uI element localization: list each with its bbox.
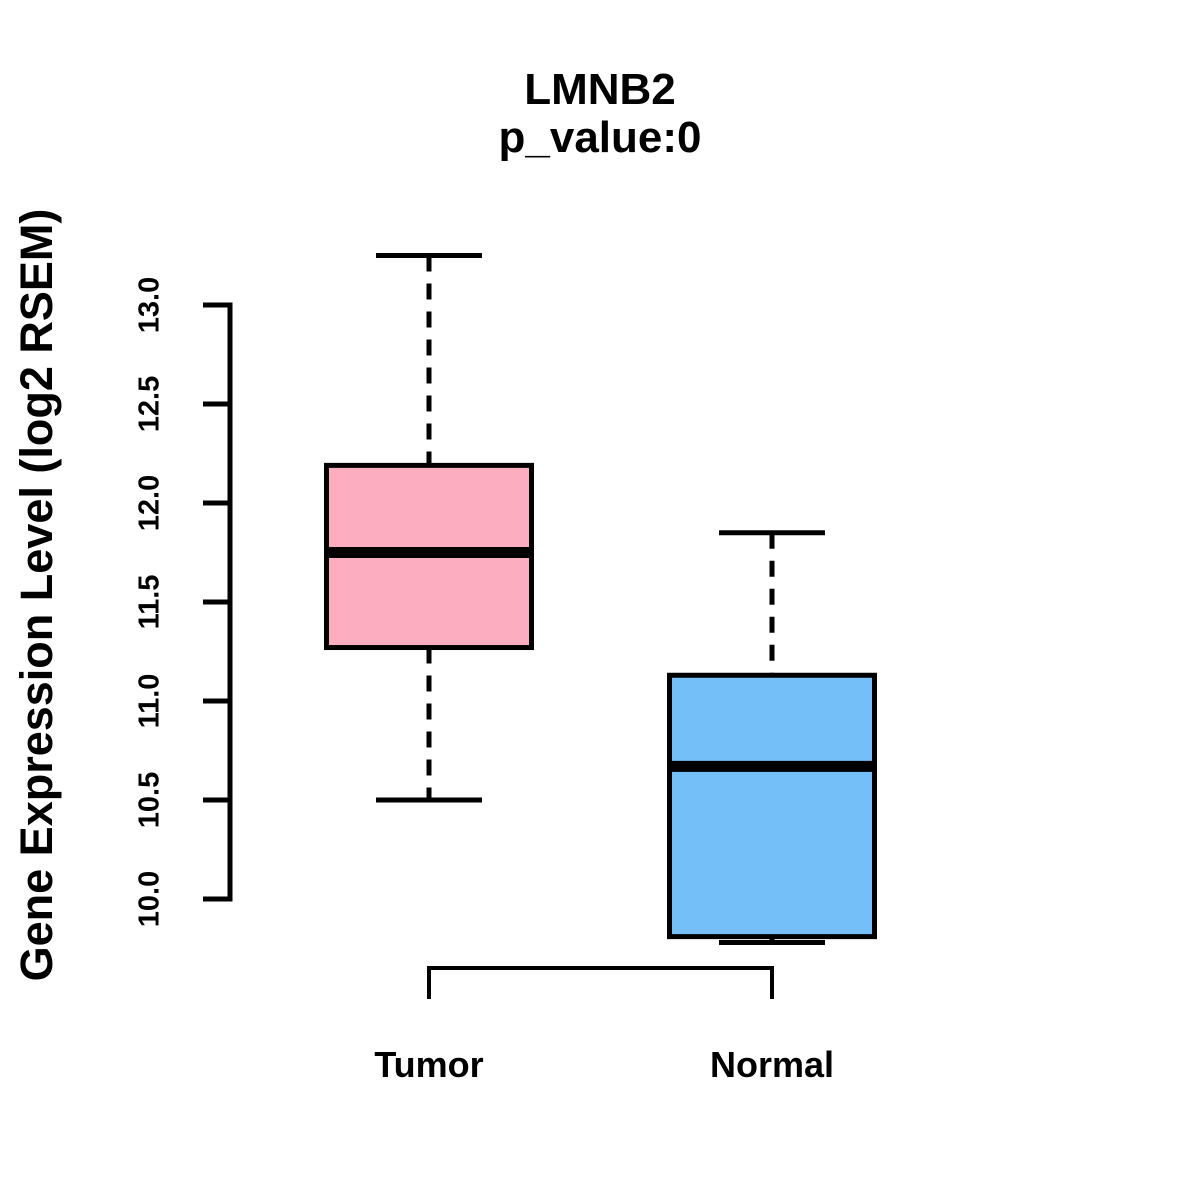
y-tick-label: 10.5	[133, 771, 166, 829]
chart-title: LMNB2	[524, 65, 676, 114]
y-tick-label: 11.0	[133, 673, 166, 729]
y-tick-label: 12.0	[133, 474, 166, 532]
y-axis-title: Gene Expression Level (log2 RSEM)	[11, 208, 62, 982]
normal-box	[667, 672, 877, 940]
x-label-tumor: Tumor	[374, 1044, 484, 1085]
y-tick-label: 13.0	[133, 276, 166, 334]
y-tick-label: 10.0	[133, 870, 166, 928]
x-label-normal: Normal	[709, 1044, 835, 1085]
y-tick-label: 11.5	[133, 574, 166, 630]
chart-subtitle: p_value:0	[498, 113, 702, 162]
y-tick-label: 12.5	[133, 375, 166, 433]
comparison-bracket	[427, 966, 774, 999]
